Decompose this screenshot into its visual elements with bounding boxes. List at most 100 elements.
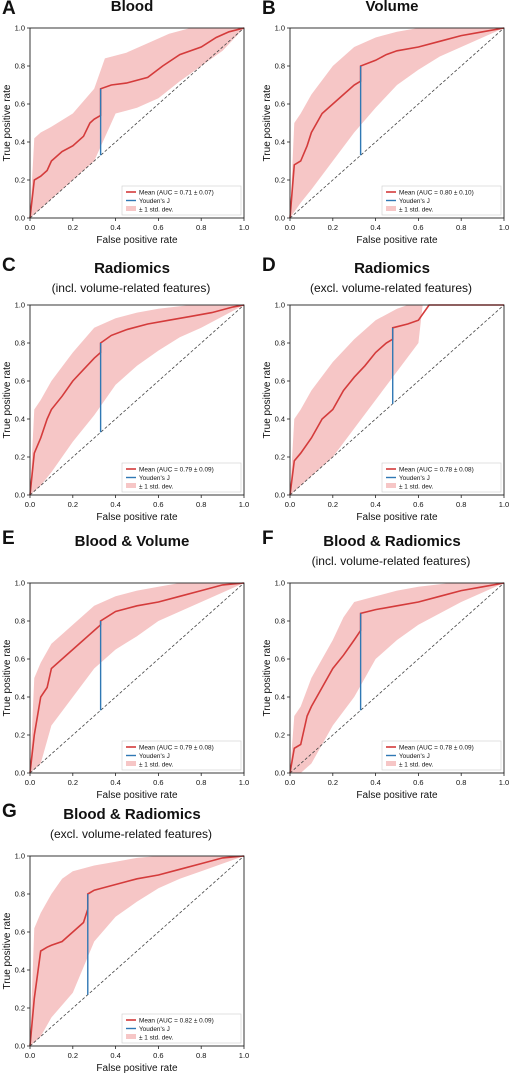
x-tick-label: 0.4 bbox=[110, 223, 120, 232]
legend-std-swatch bbox=[126, 483, 136, 488]
panel-title: Blood bbox=[110, 0, 154, 15]
roc-chart: 0.0 0.2 0.4 0.6 0.8 1.0 0.0 0.2 0.4 0.6 0.8 1.0 Fals… bbox=[2, 852, 249, 1075]
x-axis-label: False positive rate bbox=[356, 235, 438, 246]
x-tick-label: 0.4 bbox=[370, 500, 380, 509]
x-tick-label: 0.8 bbox=[456, 223, 466, 232]
y-tick-label: 0.6 bbox=[15, 377, 25, 386]
y-axis-label: True positive rate bbox=[2, 361, 13, 438]
y-tick-label: 0.8 bbox=[15, 617, 25, 626]
x-tick-label: 0.6 bbox=[413, 223, 423, 232]
y-axis-label: True positive rate bbox=[262, 361, 273, 438]
x-tick-label: 1.0 bbox=[239, 223, 249, 232]
plot-frame bbox=[289, 582, 505, 774]
panel-title: Blood & Radiomics bbox=[323, 533, 461, 550]
plot-frame bbox=[289, 27, 505, 219]
x-tick-label: 0.2 bbox=[328, 500, 338, 509]
chance-line bbox=[29, 304, 245, 496]
x-tick-label: 0.8 bbox=[196, 500, 206, 509]
y-tick-label: 0.2 bbox=[15, 453, 25, 462]
y-tick-label: 1.0 bbox=[275, 301, 285, 310]
y-tick-label: 1.0 bbox=[275, 24, 285, 33]
y-tick-label: 0.0 bbox=[15, 214, 25, 223]
panel-letter: A bbox=[2, 0, 16, 19]
y-tick-label: 0.0 bbox=[15, 769, 25, 778]
y-tick-label: 1.0 bbox=[15, 301, 25, 310]
x-tick-label: 0.2 bbox=[68, 500, 78, 509]
panel-title: Radiomics bbox=[354, 260, 430, 277]
panel-letter: G bbox=[2, 801, 17, 822]
legend-std-label: ± 1 std. dev. bbox=[139, 207, 174, 214]
y-tick-label: 0.6 bbox=[275, 100, 285, 109]
legend-std-swatch bbox=[386, 761, 396, 766]
legend-youden-label: Youden's J bbox=[399, 198, 430, 205]
x-tick-label: 0.2 bbox=[328, 223, 338, 232]
x-axis-label: False positive rate bbox=[356, 790, 438, 801]
x-tick-label: 0.4 bbox=[110, 1051, 120, 1060]
panel-subtitle: (incl. volume-related features) bbox=[51, 281, 211, 295]
x-tick-label: 0.4 bbox=[110, 500, 120, 509]
chance-line bbox=[289, 582, 505, 774]
x-tick-label: 0.8 bbox=[456, 778, 466, 787]
x-tick-label: 0.6 bbox=[153, 223, 163, 232]
panel-a: A Blood 0.0 0.2 0.4 0.6 0.8 1.0 0.0 0.2 0.4 0.6 0.… bbox=[0, 0, 255, 255]
x-tick-label: 1.0 bbox=[239, 500, 249, 509]
panel-subtitle: (excl. volume-related features) bbox=[309, 281, 473, 295]
legend-youden-label: Youden's J bbox=[139, 753, 170, 760]
chance-line bbox=[29, 855, 245, 1047]
std-band bbox=[290, 305, 504, 495]
legend-mean-label: Mean (AUC = 0.79 ± 0.08) bbox=[139, 745, 214, 752]
panel-title: Volume bbox=[365, 0, 419, 15]
legend-box bbox=[381, 740, 502, 771]
legend-box bbox=[121, 1013, 242, 1044]
panel-g: G Blood & Radiomics (excl. volume-relate… bbox=[0, 801, 255, 1074]
panel-letter: E bbox=[2, 528, 15, 549]
y-tick-label: 1.0 bbox=[15, 24, 25, 33]
x-tick-label: 0.4 bbox=[110, 778, 120, 787]
roc-chart: 0.0 0.2 0.4 0.6 0.8 1.0 0.0 0.2 0.4 0.6 0.8 1.0 Fals… bbox=[262, 301, 509, 524]
x-tick-label: 0.8 bbox=[196, 223, 206, 232]
y-axis-label: True positive rate bbox=[262, 639, 273, 716]
plot-frame bbox=[29, 855, 245, 1047]
y-tick-label: 0.0 bbox=[15, 1042, 25, 1051]
y-tick-label: 0.6 bbox=[275, 655, 285, 664]
legend-youden-label: Youden's J bbox=[139, 198, 170, 205]
plot-frame bbox=[29, 304, 245, 496]
x-tick-label: 0.8 bbox=[196, 778, 206, 787]
panel-title: Blood & Volume bbox=[74, 533, 190, 550]
y-axis-label: True positive rate bbox=[2, 912, 13, 989]
y-tick-label: 0.0 bbox=[275, 491, 285, 500]
panel-d: D Radiomics (excl. volume-related featur… bbox=[260, 255, 515, 523]
x-tick-label: 0.0 bbox=[25, 223, 35, 232]
roc-chart: 0.0 0.2 0.4 0.6 0.8 1.0 0.0 0.2 0.4 0.6 0.8 1.0 Fals… bbox=[262, 24, 509, 247]
std-band bbox=[30, 583, 244, 773]
x-tick-label: 0.2 bbox=[68, 223, 78, 232]
mean-roc-curve bbox=[289, 304, 504, 496]
legend-youden-label: Youden's J bbox=[399, 475, 430, 482]
x-tick-label: 0.2 bbox=[68, 778, 78, 787]
y-tick-label: 0.8 bbox=[275, 62, 285, 71]
plot-frame bbox=[29, 27, 245, 219]
x-tick-label: 1.0 bbox=[239, 1051, 249, 1060]
x-tick-label: 0.8 bbox=[196, 1051, 206, 1060]
y-axis-label: True positive rate bbox=[262, 84, 273, 161]
x-tick-label: 0.2 bbox=[328, 778, 338, 787]
y-tick-label: 0.8 bbox=[15, 339, 25, 348]
y-tick-label: 1.0 bbox=[15, 579, 25, 588]
chance-line bbox=[29, 27, 245, 219]
legend-mean-label: Mean (AUC = 0.78 ± 0.09) bbox=[399, 745, 474, 752]
y-tick-label: 0.2 bbox=[15, 731, 25, 740]
y-tick-label: 0.4 bbox=[275, 415, 285, 424]
x-tick-label: 1.0 bbox=[499, 778, 509, 787]
y-tick-label: 0.6 bbox=[275, 377, 285, 386]
y-tick-label: 0.2 bbox=[15, 176, 25, 185]
legend-youden-label: Youden's J bbox=[399, 753, 430, 760]
y-tick-label: 0.4 bbox=[15, 138, 25, 147]
y-tick-label: 0.4 bbox=[275, 693, 285, 702]
roc-chart: 0.0 0.2 0.4 0.6 0.8 1.0 0.0 0.2 0.4 0.6 0.8 1.0 Fals… bbox=[2, 24, 249, 247]
y-tick-label: 0.4 bbox=[15, 966, 25, 975]
plot-frame bbox=[29, 582, 245, 774]
y-axis-label: True positive rate bbox=[2, 639, 13, 716]
legend-box bbox=[121, 185, 242, 216]
legend-std-label: ± 1 std. dev. bbox=[399, 484, 434, 491]
y-tick-label: 0.6 bbox=[15, 928, 25, 937]
